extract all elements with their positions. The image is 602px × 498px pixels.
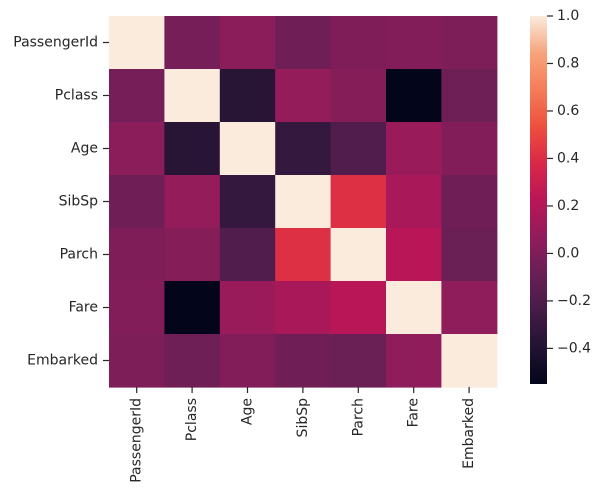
heatmap-cell-pclass-fare — [386, 69, 442, 123]
colorbar-tick-label: 0.0 — [557, 245, 579, 261]
heatmap-cell-parch-passengerid — [109, 228, 165, 282]
y-tick-label: PassengerId — [13, 35, 98, 51]
heatmap-cell-passengerid-sibsp — [275, 16, 332, 70]
heatmap-cell-age-pclass — [164, 122, 221, 176]
colorbar-tick-label: −0.2 — [557, 293, 591, 309]
colorbar-tick-label: 0.6 — [557, 103, 579, 119]
heatmap-cell-parch-embarked — [441, 228, 498, 282]
colorbar-tick-label: −0.4 — [557, 340, 591, 356]
heatmap-cell-fare-embarked — [441, 281, 498, 335]
heatmap-cell-passengerid-age — [219, 16, 276, 70]
heatmap-cell-age-parch — [330, 122, 387, 176]
heatmap-cell-passengerid-passengerid — [109, 16, 165, 70]
heatmap-cell-fare-parch — [330, 281, 387, 335]
heatmap-cell-sibsp-sibsp — [275, 175, 332, 229]
heatmap-cell-sibsp-fare — [386, 175, 442, 229]
heatmap-cell-age-age — [219, 122, 276, 176]
heatmap-cell-sibsp-embarked — [441, 175, 498, 229]
heatmap-cell-age-passengerid — [109, 122, 165, 176]
x-tick-labels: PassengerId Pclass Age SibSp Parch Fare Embark… — [129, 387, 477, 483]
x-tick-label: Age — [240, 398, 256, 425]
heatmap-cell-sibsp-pclass — [164, 175, 221, 229]
colorbar — [530, 16, 547, 384]
y-tick-label: Embarked — [27, 353, 98, 369]
heatmap-cell-sibsp-parch — [330, 175, 387, 229]
heatmap-cell-embarked-passengerid — [109, 334, 165, 388]
heatmap-cell-age-fare — [386, 122, 442, 176]
heatmap-cell-embarked-sibsp — [275, 334, 332, 388]
heatmap-cell-passengerid-parch — [330, 16, 387, 70]
heatmap-cell-pclass-pclass — [164, 69, 221, 123]
x-tick-label: SibSp — [295, 398, 311, 438]
heatmap-cell-fare-passengerid — [109, 281, 165, 335]
heatmap-cell-fare-fare — [386, 281, 442, 335]
heatmap-cell-parch-pclass — [164, 228, 221, 282]
heatmap-cells — [109, 16, 498, 388]
heatmap-cell-pclass-sibsp — [275, 69, 332, 123]
heatmap-cell-fare-pclass — [164, 281, 221, 335]
colorbar-tick-label: 0.2 — [557, 198, 579, 214]
heatmap-cell-sibsp-age — [219, 175, 276, 229]
heatmap-cell-embarked-embarked — [441, 334, 498, 388]
heatmap-cell-embarked-pclass — [164, 334, 221, 388]
heatmap-cell-parch-parch — [330, 228, 387, 282]
heatmap-cell-parch-age — [219, 228, 276, 282]
heatmap-cell-pclass-embarked — [441, 69, 498, 123]
colorbar-tick-label: 1.0 — [557, 8, 579, 24]
heatmap-cell-pclass-passengerid — [109, 69, 165, 123]
heatmap-cell-pclass-age — [219, 69, 276, 123]
heatmap-cell-sibsp-passengerid — [109, 175, 165, 229]
y-tick-label: Fare — [69, 300, 98, 316]
heatmap-cell-age-embarked — [441, 122, 498, 176]
colorbar-tick-label: 0.4 — [557, 150, 579, 166]
heatmap-cell-pclass-parch — [330, 69, 387, 123]
heatmap-cell-passengerid-pclass — [164, 16, 221, 70]
x-tick-label: Pclass — [184, 398, 200, 441]
heatmap-cell-passengerid-fare — [386, 16, 442, 70]
y-tick-label: SibSp — [59, 194, 99, 210]
x-tick-label: Fare — [406, 398, 422, 427]
y-tick-label: Parch — [60, 247, 98, 263]
heatmap-cell-parch-sibsp — [275, 228, 332, 282]
heatmap-cell-fare-sibsp — [275, 281, 332, 335]
x-tick-label: Embarked — [461, 398, 477, 469]
heatmap-cell-parch-fare — [386, 228, 442, 282]
y-tick-label: Age — [71, 141, 98, 157]
heatmap-cell-passengerid-embarked — [441, 16, 498, 70]
heatmap-cell-embarked-age — [219, 334, 276, 388]
x-tick-label: PassengerId — [129, 398, 145, 483]
colorbar-tick-label: 0.8 — [557, 55, 579, 71]
heatmap-cell-embarked-parch — [330, 334, 387, 388]
heatmap-cell-embarked-fare — [386, 334, 442, 388]
x-tick-label: Parch — [350, 398, 366, 436]
heatmap-cell-age-sibsp — [275, 122, 332, 176]
y-tick-label: Pclass — [55, 88, 98, 104]
heatmap-cell-fare-age — [219, 281, 276, 335]
colorbar-ticks: 1.0 0.8 0.6 0.4 0.2 0.0 −0.2 −0.4 — [547, 8, 591, 356]
y-tick-labels: PassengerId Pclass Age SibSp Parch Fare Embark… — [13, 35, 109, 369]
